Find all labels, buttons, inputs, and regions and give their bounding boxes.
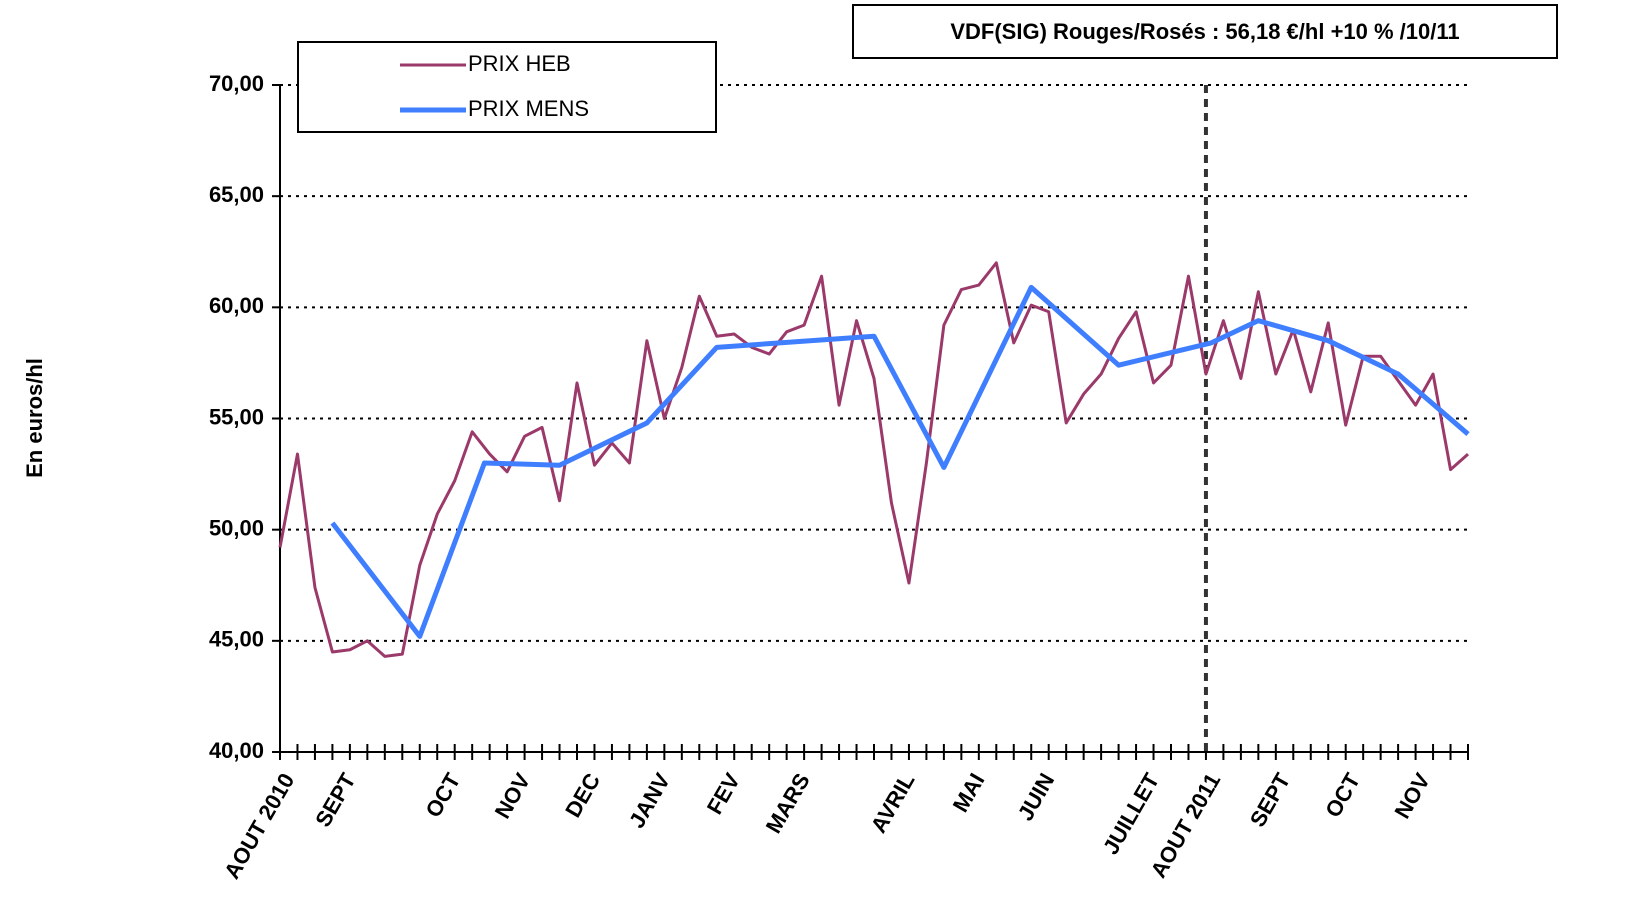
series-line (278, 261, 1469, 658)
x-tick-label: AOUT 2010 (219, 769, 299, 883)
y-axis-label: En euros/hl (22, 358, 47, 478)
legend-label: PRIX HEB (468, 51, 571, 76)
x-tick-label: FEV (702, 769, 745, 819)
x-tick-label: JUILLET (1098, 768, 1165, 858)
y-tick-label: 65,00 (209, 182, 264, 207)
y-tick-label: 50,00 (209, 515, 264, 540)
x-tick-label: OCT (420, 768, 465, 821)
x-tick-label: NOV (1389, 769, 1435, 823)
x-tick-label: JANV (624, 769, 675, 833)
y-tick-label: 55,00 (209, 404, 264, 429)
x-tick-label: NOV (490, 769, 536, 823)
x-tick-label: OCT (1320, 768, 1365, 821)
annotation: VDF(SIG) Rouges/Rosés : 56,18 €/hl +10 %… (950, 19, 1459, 44)
y-tick-label: 60,00 (209, 293, 264, 318)
annotation-box (852, 4, 1558, 59)
x-tick-label: DEC (560, 769, 605, 822)
series-line (330, 284, 1470, 639)
x-tick-label: JUIN (1013, 769, 1060, 825)
y-tick-label: 40,00 (209, 738, 264, 763)
x-tick-label: SEPT (1245, 768, 1296, 831)
x-tick-label: SEPT (310, 768, 361, 831)
y-tick-label: 45,00 (209, 627, 264, 652)
x-tick-label: AVRIL (866, 769, 920, 837)
legend-label: PRIX MENS (468, 96, 589, 121)
y-tick-label: 70,00 (209, 71, 264, 96)
legend-box (297, 41, 717, 133)
x-tick-label: MARS (761, 769, 815, 838)
x-tick-label: MAI (948, 769, 990, 816)
